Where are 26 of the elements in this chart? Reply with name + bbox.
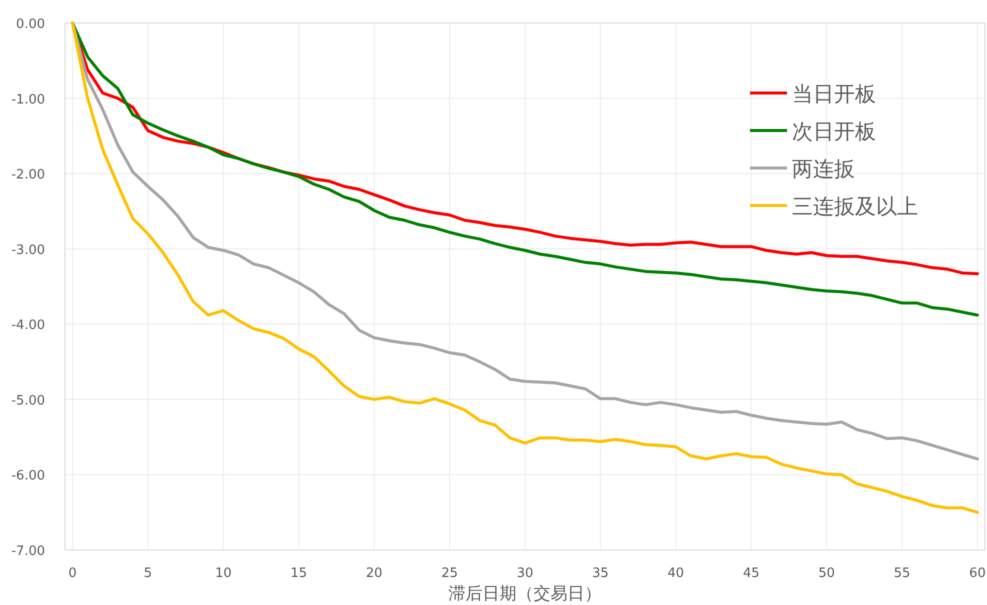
legend-label: 当日开板 (792, 82, 876, 106)
x-axis-title: 滞后日期（交易日） (448, 584, 602, 604)
x-tick-label: 25 (441, 566, 458, 581)
x-tick-label: 35 (592, 566, 609, 581)
x-tick-label: 20 (366, 566, 382, 581)
y-tick-label: -4.00 (11, 318, 45, 334)
x-tick-label: 55 (894, 566, 910, 581)
legend-label: 两连扳 (792, 157, 855, 181)
x-tick-label: 50 (818, 566, 835, 581)
x-tick-label: 60 (969, 566, 986, 581)
x-tick-label: 0 (68, 566, 77, 581)
legend-label: 次日开板 (792, 120, 876, 144)
x-tick-label: 10 (215, 566, 232, 581)
y-tick-label: -3.00 (11, 242, 45, 258)
x-tick-label: 45 (742, 566, 760, 581)
y-tick-label: -6.00 (11, 468, 45, 484)
y-tick-label: -7.00 (11, 544, 45, 559)
y-tick-label: -5.00 (11, 393, 45, 408)
y-tick-label: -1.00 (11, 92, 45, 108)
x-tick-label: 30 (516, 566, 534, 581)
y-tick-label: 0.00 (16, 17, 45, 32)
x-tick-label: 5 (144, 566, 152, 581)
legend-label: 三连扳及以上 (792, 194, 918, 218)
x-tick-label: 15 (290, 566, 308, 581)
x-tick-label: 40 (668, 566, 684, 581)
y-tick-label: -2.00 (11, 168, 45, 183)
